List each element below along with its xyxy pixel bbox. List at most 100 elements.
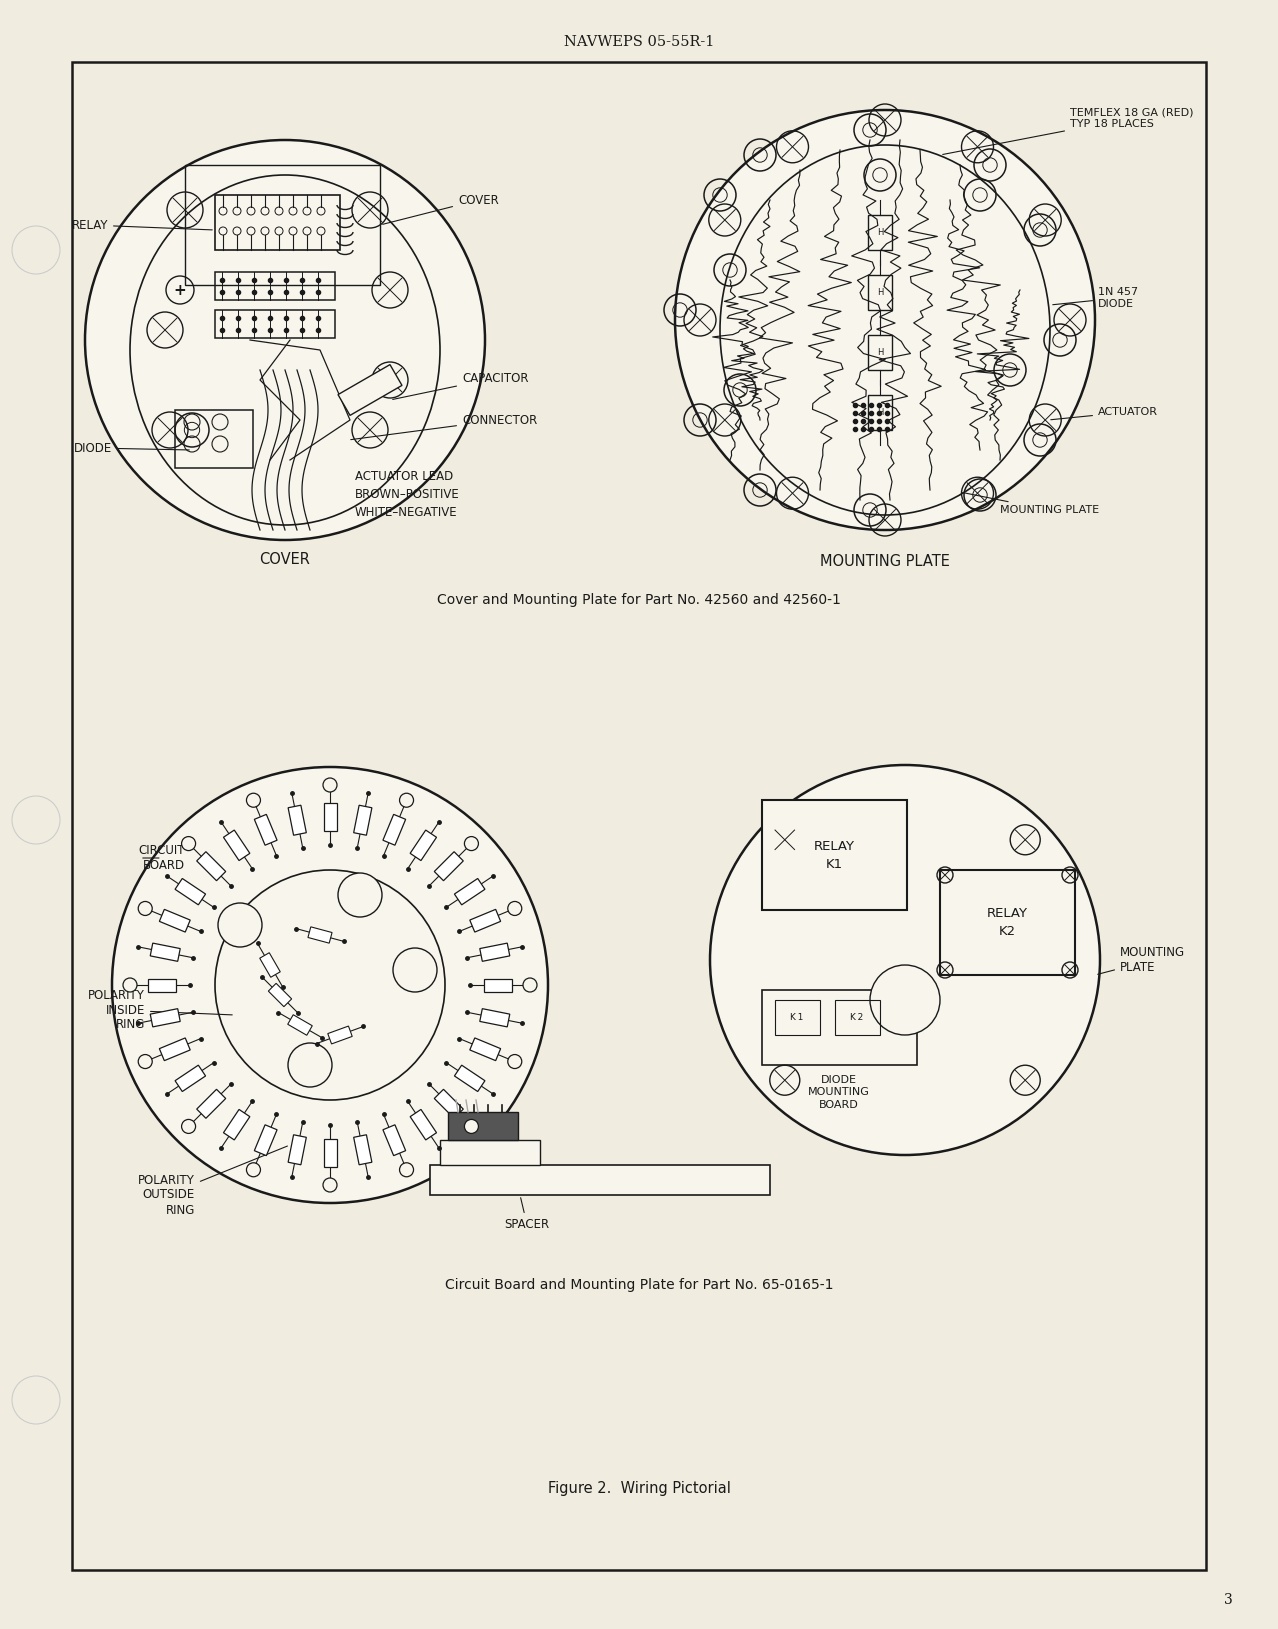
Polygon shape bbox=[160, 909, 190, 932]
Polygon shape bbox=[288, 805, 307, 836]
Text: H: H bbox=[877, 407, 883, 417]
Circle shape bbox=[337, 873, 382, 917]
Bar bbox=[449, 1113, 518, 1140]
Polygon shape bbox=[435, 1090, 464, 1117]
Circle shape bbox=[12, 1377, 60, 1424]
Polygon shape bbox=[435, 852, 464, 881]
Text: DIODE: DIODE bbox=[74, 441, 189, 454]
Circle shape bbox=[464, 1119, 478, 1134]
Text: TEMFLEX 18 GA (RED)
TYP 18 PLACES: TEMFLEX 18 GA (RED) TYP 18 PLACES bbox=[943, 108, 1194, 155]
Bar bbox=[941, 870, 1075, 976]
Text: ACTUATOR: ACTUATOR bbox=[1051, 407, 1158, 420]
Text: 1N 457
DIODE: 1N 457 DIODE bbox=[1053, 287, 1139, 310]
Bar bbox=[440, 1140, 541, 1165]
Text: COVER: COVER bbox=[259, 552, 311, 567]
Circle shape bbox=[247, 1163, 261, 1176]
Circle shape bbox=[86, 140, 484, 539]
Polygon shape bbox=[151, 943, 180, 961]
Polygon shape bbox=[327, 1026, 353, 1044]
Bar bbox=[185, 165, 380, 285]
Text: BROWN–POSITIVE: BROWN–POSITIVE bbox=[355, 489, 460, 502]
Text: K 1: K 1 bbox=[790, 1013, 804, 1021]
Text: Circuit Board and Mounting Plate for Part No. 65-0165-1: Circuit Board and Mounting Plate for Par… bbox=[445, 1279, 833, 1292]
Circle shape bbox=[12, 226, 60, 274]
Polygon shape bbox=[470, 909, 501, 932]
Circle shape bbox=[675, 111, 1095, 529]
Polygon shape bbox=[410, 1109, 437, 1140]
Text: POLARITY
INSIDE
RING: POLARITY INSIDE RING bbox=[88, 989, 233, 1031]
Text: H: H bbox=[877, 228, 883, 236]
Text: ACTUATOR LEAD: ACTUATOR LEAD bbox=[355, 471, 454, 484]
Polygon shape bbox=[197, 1090, 226, 1117]
Circle shape bbox=[138, 901, 152, 915]
Polygon shape bbox=[337, 365, 403, 415]
Bar bbox=[175, 411, 253, 468]
Circle shape bbox=[400, 1163, 414, 1176]
Polygon shape bbox=[254, 814, 277, 845]
Circle shape bbox=[181, 1119, 196, 1134]
Text: COVER: COVER bbox=[382, 194, 498, 225]
Text: K 2: K 2 bbox=[850, 1013, 864, 1021]
Bar bbox=[762, 800, 907, 911]
Circle shape bbox=[400, 793, 414, 808]
Circle shape bbox=[112, 767, 548, 1202]
Circle shape bbox=[870, 964, 941, 1034]
Text: CIRCUIT
BOARD: CIRCUIT BOARD bbox=[138, 844, 185, 872]
Bar bbox=[429, 1165, 771, 1196]
Text: WHITE–NEGATIVE: WHITE–NEGATIVE bbox=[355, 507, 458, 520]
Circle shape bbox=[507, 901, 521, 915]
Bar bbox=[868, 394, 892, 430]
Bar bbox=[868, 215, 892, 249]
Circle shape bbox=[247, 793, 261, 808]
Text: SPACER: SPACER bbox=[505, 1197, 550, 1232]
Text: NAVWEPS 05-55R-1: NAVWEPS 05-55R-1 bbox=[564, 34, 714, 49]
Circle shape bbox=[215, 870, 445, 1100]
Bar bbox=[215, 195, 340, 249]
Polygon shape bbox=[148, 979, 176, 992]
Polygon shape bbox=[354, 805, 372, 836]
Polygon shape bbox=[308, 927, 332, 943]
Circle shape bbox=[323, 1178, 337, 1192]
Polygon shape bbox=[288, 1135, 307, 1165]
Circle shape bbox=[288, 1043, 332, 1087]
Polygon shape bbox=[479, 943, 510, 961]
Polygon shape bbox=[224, 1109, 249, 1140]
Polygon shape bbox=[455, 878, 484, 904]
Text: H: H bbox=[877, 347, 883, 357]
Circle shape bbox=[523, 977, 537, 992]
Circle shape bbox=[219, 902, 262, 946]
Polygon shape bbox=[323, 1139, 336, 1166]
Text: +: + bbox=[174, 282, 187, 298]
Text: Cover and Mounting Plate for Part No. 42560 and 42560-1: Cover and Mounting Plate for Part No. 42… bbox=[437, 593, 841, 608]
Polygon shape bbox=[455, 1065, 484, 1091]
Text: Figure 2.  Wiring Pictorial: Figure 2. Wiring Pictorial bbox=[547, 1481, 731, 1495]
Bar bbox=[868, 336, 892, 370]
Polygon shape bbox=[151, 1008, 180, 1026]
Polygon shape bbox=[354, 1135, 372, 1165]
Polygon shape bbox=[175, 878, 206, 904]
Bar bbox=[774, 1000, 820, 1034]
Text: MOUNTING PLATE: MOUNTING PLATE bbox=[962, 492, 1099, 515]
Bar bbox=[215, 310, 335, 337]
Polygon shape bbox=[323, 803, 336, 831]
Polygon shape bbox=[224, 831, 249, 860]
Polygon shape bbox=[470, 1038, 501, 1060]
Polygon shape bbox=[254, 1124, 277, 1155]
Polygon shape bbox=[160, 1038, 190, 1060]
Bar bbox=[215, 272, 335, 300]
Polygon shape bbox=[484, 979, 512, 992]
Circle shape bbox=[181, 837, 196, 850]
Bar bbox=[868, 275, 892, 310]
Text: RELAY
K2: RELAY K2 bbox=[987, 906, 1028, 938]
Text: CONNECTOR: CONNECTOR bbox=[350, 414, 537, 440]
Bar bbox=[72, 62, 1206, 1570]
Circle shape bbox=[507, 1054, 521, 1069]
Polygon shape bbox=[479, 1008, 510, 1026]
Polygon shape bbox=[410, 831, 437, 860]
Circle shape bbox=[464, 837, 478, 850]
Polygon shape bbox=[383, 1124, 405, 1155]
Text: RELAY: RELAY bbox=[72, 218, 212, 231]
Polygon shape bbox=[175, 1065, 206, 1091]
Circle shape bbox=[123, 977, 137, 992]
Text: MOUNTING PLATE: MOUNTING PLATE bbox=[820, 554, 950, 570]
